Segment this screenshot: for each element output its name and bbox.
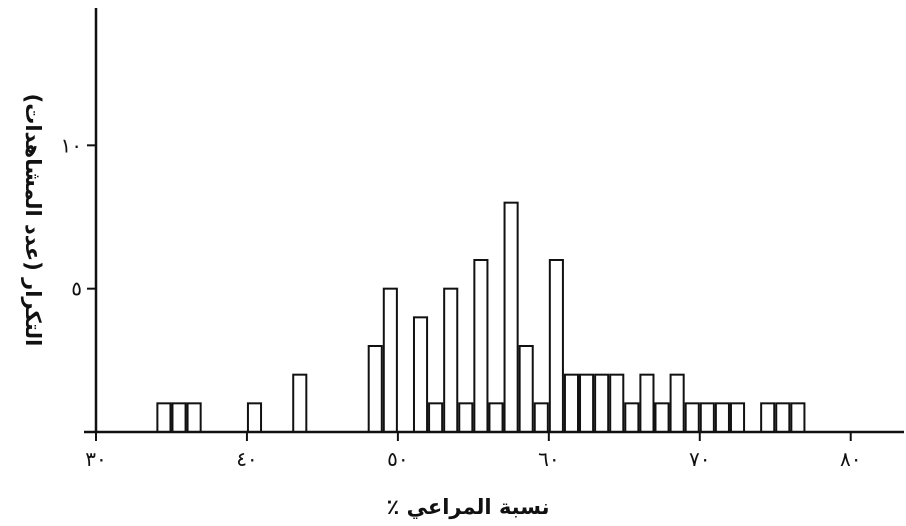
histogram-bar xyxy=(503,201,519,433)
histogram-bar xyxy=(729,402,746,434)
histogram-bar xyxy=(609,373,625,433)
histogram-bar xyxy=(292,373,308,433)
x-ticks-group: ٣٠ ٤٠ ٥٠ ٦٠ ٧٠ ٨٠ xyxy=(85,432,861,471)
x-tick-label: ٣٠ xyxy=(85,447,106,471)
histogram-bar xyxy=(639,373,655,433)
histogram-bar xyxy=(412,316,429,434)
histogram-bar xyxy=(669,373,685,433)
histogram-bar xyxy=(428,402,444,434)
histogram-bar xyxy=(684,402,700,434)
histogram-bar xyxy=(518,345,534,433)
histogram-bar xyxy=(382,287,398,433)
histogram-bar xyxy=(156,402,172,434)
histogram-bar xyxy=(579,373,595,433)
y-tick-label: ٥ xyxy=(71,277,82,301)
histogram-bar xyxy=(594,373,610,433)
histogram-bar xyxy=(443,287,459,433)
histogram-bar xyxy=(624,402,640,434)
histogram-bar xyxy=(563,373,580,433)
histogram-bar xyxy=(367,345,383,433)
histogram-bar xyxy=(488,402,504,434)
histogram-bar xyxy=(246,402,263,434)
histogram-bar xyxy=(760,402,776,434)
x-tick-label: ٤٠ xyxy=(236,447,257,471)
histogram-bar xyxy=(171,402,187,434)
x-tick-label: ٦٠ xyxy=(538,447,559,471)
histogram-bar xyxy=(775,402,791,434)
y-ticks-group: ٥ ١٠ xyxy=(61,133,96,301)
histogram-bar xyxy=(548,259,564,433)
x-axis-title: نسبة المراعي ٪ xyxy=(386,495,549,519)
histogram-bar xyxy=(533,402,549,434)
y-axis-title: التكرار (عدد المشاهدات) xyxy=(21,94,45,347)
histogram-bar xyxy=(699,402,715,434)
histogram-bar xyxy=(654,402,670,434)
histogram-bar xyxy=(790,402,806,434)
bars-group xyxy=(156,201,806,434)
histogram-bar xyxy=(186,402,202,434)
histogram-bar xyxy=(473,259,489,433)
x-tick-label: ٥٠ xyxy=(387,447,408,471)
histogram-bar xyxy=(714,402,730,434)
x-tick-label: ٧٠ xyxy=(689,447,710,471)
histogram-bar xyxy=(458,402,474,434)
y-tick-label: ١٠ xyxy=(61,133,82,157)
x-tick-label: ٨٠ xyxy=(840,447,861,471)
